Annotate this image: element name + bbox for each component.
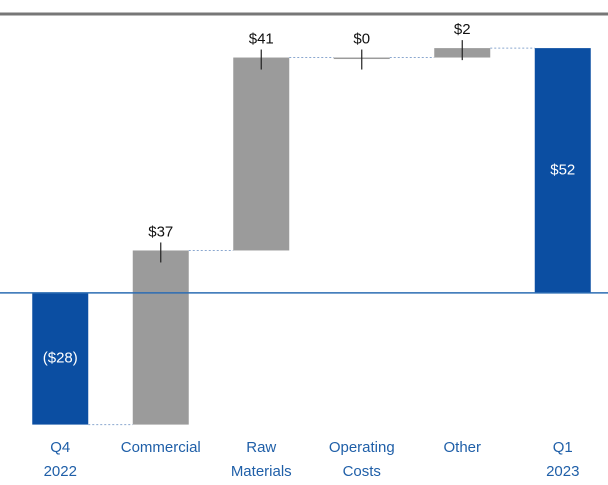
bar bbox=[132, 250, 189, 425]
value-label: $37 bbox=[148, 223, 173, 240]
x-tick-label: Q4 bbox=[50, 439, 70, 456]
value-label: $41 bbox=[249, 30, 274, 47]
x-tick-label: 2022 bbox=[44, 463, 77, 480]
x-tick-label: Operating bbox=[329, 439, 395, 456]
bar bbox=[233, 57, 290, 251]
bar bbox=[32, 292, 89, 425]
value-label: $52 bbox=[550, 161, 575, 178]
x-tick-label: Q1 bbox=[553, 439, 573, 456]
value-label: $2 bbox=[454, 21, 471, 38]
x-tick-label: Costs bbox=[343, 463, 381, 480]
x-tick-label: Other bbox=[443, 439, 481, 456]
x-tick-label: 2023 bbox=[546, 463, 579, 480]
value-label: $0 bbox=[353, 30, 370, 47]
value-label: ($28) bbox=[43, 350, 78, 367]
x-tick-label: Materials bbox=[231, 463, 292, 480]
x-tick-label: Commercial bbox=[121, 439, 201, 456]
x-tick-label: Raw bbox=[246, 439, 276, 456]
bar bbox=[534, 48, 591, 293]
